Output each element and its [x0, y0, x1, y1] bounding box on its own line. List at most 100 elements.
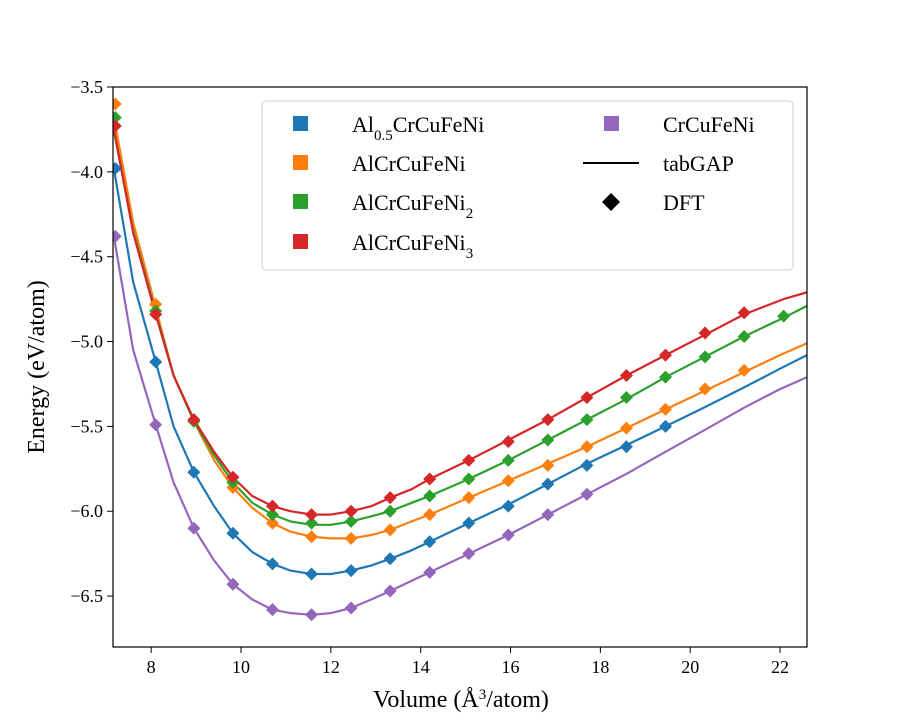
dft-point-series-3 [501, 435, 515, 449]
legend-label-ni2: AlCrCuFeNi2 [352, 190, 473, 222]
dft-point-series-2 [423, 489, 437, 503]
y-tick-label: −5.5 [70, 416, 103, 436]
dft-point-series-1 [113, 97, 122, 111]
legend-label-dft: DFT [663, 190, 705, 215]
x-tick-label: 14 [412, 657, 430, 677]
dft-point-series-1 [580, 440, 594, 454]
dft-point-series-1 [344, 531, 358, 545]
tabgap-line-series-3 [113, 124, 807, 516]
dft-point-series-3 [149, 307, 163, 321]
dft-point-series-2 [265, 508, 279, 522]
legend-marker-al05 [293, 116, 308, 131]
dft-point-series-2 [619, 391, 633, 405]
legend-label-crcufeni: CrCuFeNi [663, 112, 755, 137]
legend-marker-alcrcufeni [293, 155, 308, 170]
legend-marker-ni3 [293, 234, 308, 249]
dft-point-series-4 [226, 577, 240, 591]
dft-point-series-0 [619, 440, 633, 454]
dft-point-series-3 [113, 119, 122, 133]
axes-frame [112, 86, 808, 648]
dft-point-series-2 [383, 504, 397, 518]
tabgap-line-series-2 [113, 125, 807, 526]
dft-point-series-1 [737, 363, 751, 377]
dft-point-series-4 [580, 487, 594, 501]
dft-point-series-1 [149, 297, 163, 311]
dft-point-series-2 [462, 472, 476, 486]
dft-point-series-1 [501, 474, 515, 488]
x-tick-label: 16 [502, 657, 520, 677]
y-tick-label: −4.0 [70, 162, 103, 182]
y-axis-label: Energy (eV/atom) [24, 280, 50, 454]
legend: Al0.5CrCuFeNi AlCrCuFeNi AlCrCuFeNi2 AlC… [261, 100, 794, 271]
x-axis-label-suffix: /atom) [486, 687, 549, 713]
legend-box [261, 100, 794, 271]
dft-point-series-0 [305, 567, 319, 581]
dft-point-series-2 [777, 309, 791, 323]
dft-point-series-4 [305, 608, 319, 622]
dft-point-series-3 [187, 413, 201, 427]
dft-point-series-0 [265, 557, 279, 571]
dft-point-series-2 [737, 329, 751, 343]
legend-diamond-icon [602, 193, 620, 211]
legend-label-tabgap: tabGAP [663, 151, 734, 176]
dft-point-series-1 [659, 402, 673, 416]
dft-point-series-0 [344, 564, 358, 578]
dft-point-series-4 [265, 603, 279, 617]
dft-point-series-3 [737, 306, 751, 320]
y-tick-label: −6.5 [70, 586, 103, 606]
dft-point-series-2 [305, 516, 319, 530]
x-tick-label: 12 [322, 657, 340, 677]
dft-point-series-3 [305, 508, 319, 522]
x-axis-ticks: 8 10 12 14 16 18 20 22 [147, 647, 789, 677]
dft-point-series-0 [462, 516, 476, 530]
legend-marker-crcufeni [604, 116, 619, 131]
tabgap-lines [113, 112, 807, 616]
dft-point-series-3 [541, 413, 555, 427]
dft-point-series-4 [501, 528, 515, 542]
x-tick-label: 10 [232, 657, 250, 677]
dft-point-series-0 [113, 161, 122, 175]
dft-point-series-0 [423, 535, 437, 549]
dft-point-series-0 [501, 499, 515, 513]
x-axis-label: Volume (Å3/atom) [373, 687, 549, 713]
dft-point-series-3 [698, 326, 712, 340]
dft-point-series-0 [580, 458, 594, 472]
dft-point-series-1 [305, 530, 319, 544]
dft-point-series-1 [423, 508, 437, 522]
y-tick-label: −6.0 [70, 501, 103, 521]
dft-point-series-3 [383, 491, 397, 505]
dft-point-series-1 [619, 421, 633, 435]
dft-point-series-4 [462, 547, 476, 561]
dft-point-series-4 [113, 229, 122, 243]
dft-markers [113, 97, 791, 622]
dft-point-series-3 [265, 499, 279, 513]
dft-point-series-2 [659, 370, 673, 384]
dft-point-series-2 [541, 433, 555, 447]
x-axis-label-prefix: Volume (Å [373, 687, 479, 713]
dft-point-series-4 [149, 418, 163, 432]
dft-point-series-3 [462, 453, 476, 467]
dft-point-series-0 [383, 552, 397, 566]
dft-point-series-0 [187, 465, 201, 479]
x-tick-label: 18 [591, 657, 609, 677]
legend-label-al05: Al0.5CrCuFeNi [352, 112, 484, 144]
dft-point-series-4 [383, 584, 397, 598]
dft-point-series-1 [462, 491, 476, 505]
legend-label-ni3: AlCrCuFeNi3 [352, 230, 473, 262]
dft-point-series-3 [423, 472, 437, 486]
dft-point-series-2 [501, 453, 515, 467]
y-tick-label: −5.0 [70, 332, 103, 352]
y-tick-label: −4.5 [70, 247, 103, 267]
tabgap-line-series-4 [113, 231, 807, 616]
x-axis-label-sup: 3 [479, 687, 487, 703]
dft-point-series-0 [541, 477, 555, 491]
x-tick-label: 8 [147, 657, 156, 677]
dft-point-series-2 [580, 413, 594, 427]
dft-point-series-1 [383, 523, 397, 537]
x-tick-label: 20 [681, 657, 699, 677]
dft-point-series-1 [698, 382, 712, 396]
dft-point-series-3 [619, 368, 633, 382]
dft-point-series-4 [423, 565, 437, 579]
dft-point-series-3 [580, 391, 594, 405]
dft-point-series-4 [187, 521, 201, 535]
